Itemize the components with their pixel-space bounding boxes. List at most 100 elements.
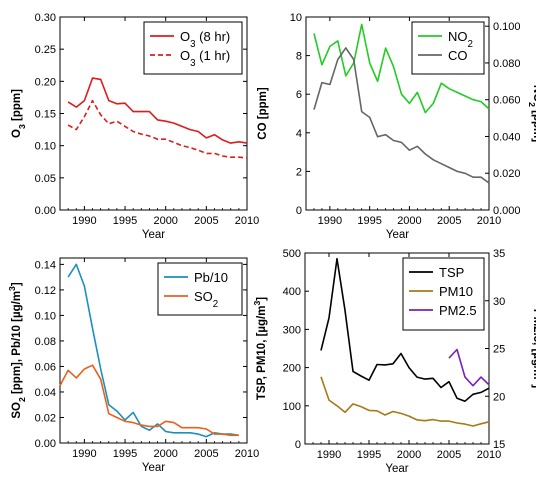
x-tick-label: 2005 <box>437 215 461 227</box>
y-tick-label: 0.15 <box>35 109 56 121</box>
series-line-1 <box>313 47 490 184</box>
y-right-tick-label: 0.020 <box>493 168 521 180</box>
legend: Pb/10 SO2 <box>157 262 243 316</box>
y-right-tick-label: 20 <box>493 391 505 403</box>
x-tick-label: 1995 <box>113 215 137 227</box>
x-tick-label: 2005 <box>437 449 461 461</box>
panel-pm: 1990 1995 2000 2005 2010 0 100 200 300 400 500 15 20… <box>252 248 536 475</box>
y-tick-label: 6 <box>296 89 302 101</box>
x-tick-label: 2010 <box>477 449 501 461</box>
y-tick-label: 0.00 <box>35 205 56 217</box>
x-tick-label: 2005 <box>194 448 218 460</box>
y-tick-label: 2 <box>296 166 302 178</box>
y-right-tick-label: 35 <box>493 248 505 260</box>
x-axis-label: Year <box>142 462 165 474</box>
x-tick-label: 1990 <box>318 215 342 227</box>
y-tick-label: 0.10 <box>35 141 56 153</box>
series-line-0 <box>313 23 490 114</box>
legend-box <box>143 21 243 75</box>
series-line-1 <box>59 364 239 437</box>
x-tick-label: 1995 <box>357 449 381 461</box>
panel-co: 1990 1995 2000 2005 2010 0 2 4 6 8 10 0.000 0.020 0.0… <box>257 12 536 241</box>
x-tick-label: 1995 <box>357 215 381 227</box>
y-right-tick-label: 0.100 <box>493 21 521 33</box>
series-line-0 <box>320 257 490 403</box>
y-right-tick-label: 0.080 <box>493 58 521 70</box>
y-tick-label: 0.04 <box>35 387 56 399</box>
x-tick-label: 2000 <box>153 448 177 460</box>
x-tick-label: 1990 <box>317 449 341 461</box>
x-tick-label: 2010 <box>477 215 501 227</box>
panel-o3: 1990 1995 2000 2005 2010 0.00 0.05 0.10 0.15 0.20… <box>11 12 259 241</box>
plot-frame <box>59 257 248 444</box>
y-tick-label: 0.25 <box>35 44 56 56</box>
legend-label: CO <box>448 48 468 63</box>
y-right-tick-label: 0.040 <box>493 131 521 143</box>
y-tick-label: 0.30 <box>35 12 56 24</box>
series-line-2 <box>448 348 490 387</box>
legend-label: PM10 <box>439 284 473 299</box>
x-tick-label: 2000 <box>153 215 177 227</box>
y-tick-label: 0 <box>295 439 301 451</box>
y-tick-label: 0.14 <box>35 259 56 271</box>
legend-label: O3 (8 hr) <box>180 29 230 50</box>
y-right-axis-label: NO2 [ppm] <box>527 85 536 142</box>
legend: TSP PM10 PM2.5 <box>402 257 485 331</box>
y-tick-label: 0.20 <box>35 76 56 88</box>
legend-label: Pb/10 <box>194 270 228 285</box>
series-line-0 <box>67 77 248 144</box>
y-tick-label: 0.05 <box>35 173 56 185</box>
x-tick-label: 2010 <box>235 215 259 227</box>
panel-so2: 1990 1995 2000 2005 2010 0.00 0.02 0.04 0.06 0.08… <box>7 257 259 474</box>
y-right-tick-label: 0.060 <box>493 95 521 107</box>
y-tick-label: 500 <box>283 248 301 260</box>
x-tick-label: 2010 <box>235 448 259 460</box>
y-tick-label: 0.00 <box>35 438 56 450</box>
legend: O3 (8 hr)O3 (1 hr) <box>143 21 243 75</box>
x-tick-label: 2000 <box>397 449 421 461</box>
y-tick-label: 0.02 <box>35 412 56 424</box>
x-tick-label: 2005 <box>194 215 218 227</box>
y-axis-label: O3 [ppm] <box>11 89 27 138</box>
y-right-tick-label: 15 <box>493 439 505 451</box>
y-axis-label: TSP, PM10, [µg/m3] <box>252 297 268 400</box>
x-tick-label: 1995 <box>113 448 137 460</box>
y-tick-label: 0.10 <box>35 310 56 322</box>
y-right-axis-label: PM2.5, [µg/m3] <box>531 309 536 388</box>
y-tick-label: 100 <box>283 401 301 413</box>
x-axis-label: Year <box>386 229 409 241</box>
x-tick-label: 2000 <box>397 215 421 227</box>
x-axis-label: Year <box>142 229 165 241</box>
legend-box <box>157 262 243 316</box>
legend-label: O3 (1 hr) <box>180 48 230 69</box>
y-tick-label: 8 <box>296 51 302 63</box>
legend-label: NO2 <box>448 29 473 50</box>
series-line-1 <box>320 376 490 427</box>
y-tick-label: 4 <box>296 128 302 140</box>
legend-box <box>402 257 485 331</box>
y-tick-label: 0.06 <box>35 361 56 373</box>
y-tick-label: 10 <box>290 12 302 24</box>
legend-label: TSP <box>439 265 464 280</box>
y-right-tick-label: 25 <box>493 344 505 356</box>
legend-box <box>411 21 485 75</box>
y-right-tick-label: 0.000 <box>493 205 521 217</box>
y-tick-label: 0 <box>296 205 302 217</box>
legend-label: PM2.5 <box>439 303 477 318</box>
y-axis-label: SO2 [ppm], Pb/10 [µg/m3] <box>7 282 27 419</box>
y-tick-label: 0.08 <box>35 336 56 348</box>
y-right-tick-label: 30 <box>493 296 505 308</box>
y-tick-label: 0.12 <box>35 285 56 297</box>
y-axis-label: CO [ppm] <box>257 87 269 140</box>
x-axis-label: Year <box>385 463 408 475</box>
series-line-1 <box>67 99 248 159</box>
x-tick-label: 1990 <box>72 215 96 227</box>
y-tick-label: 200 <box>283 363 301 375</box>
plot-frame <box>305 16 490 211</box>
y-tick-label: 400 <box>283 286 301 298</box>
y-tick-label: 300 <box>283 324 301 336</box>
legend-label: SO2 <box>194 289 218 310</box>
x-tick-label: 1990 <box>72 448 96 460</box>
